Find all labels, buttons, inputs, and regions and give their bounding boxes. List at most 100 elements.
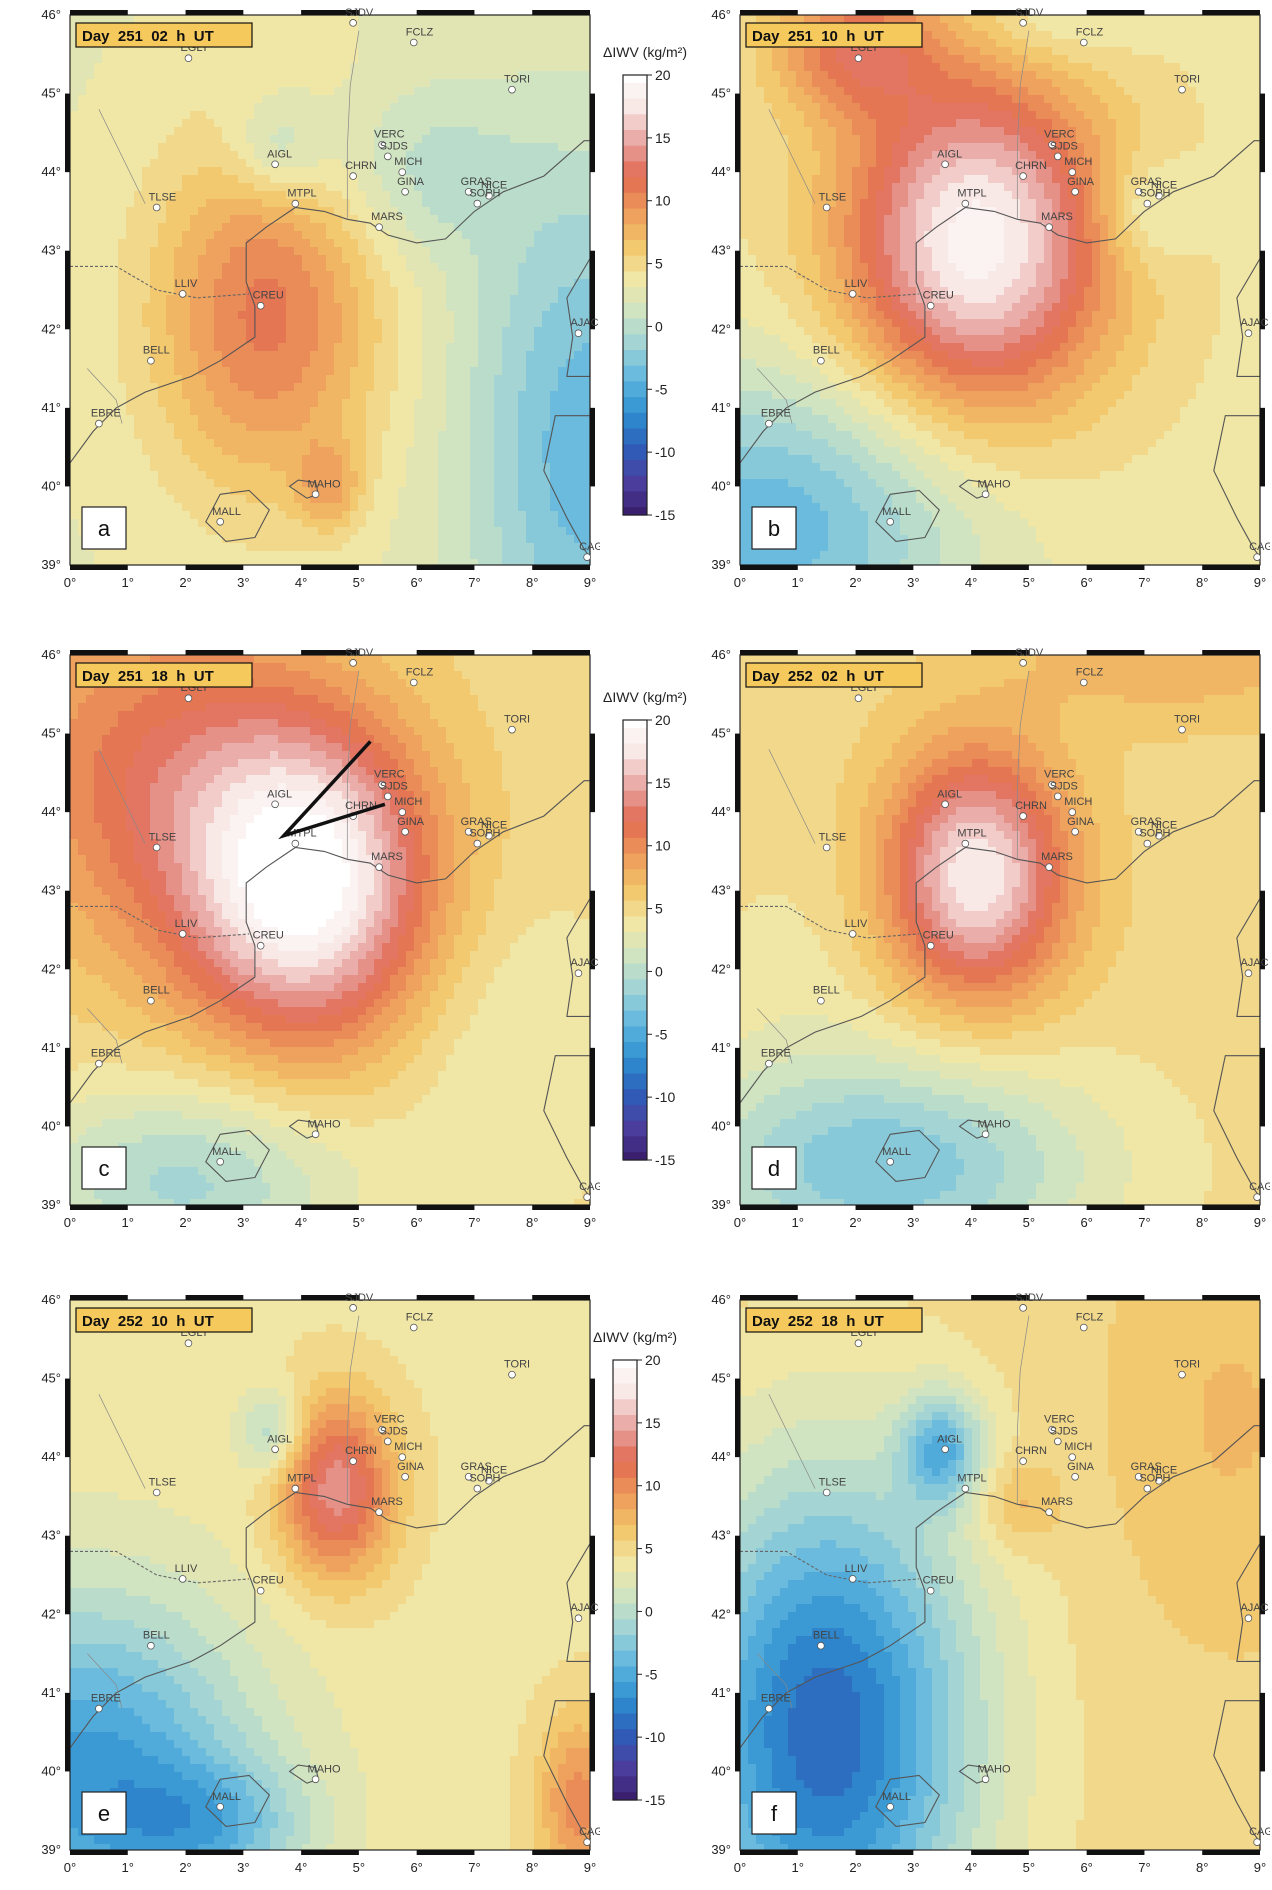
- colorbar-tick-label: 15: [645, 1415, 661, 1431]
- station-aigl: AIGL: [937, 148, 962, 169]
- map-panel-b: 0° 1° 2° 3° 4° 5° 6° 7° 8° 9° 46° 45° 44° 43° 42° 41° 40…: [690, 5, 1270, 605]
- station-marker: [95, 1059, 103, 1068]
- station-label: SJDS: [380, 140, 408, 152]
- lon-tick-label: 5°: [1023, 575, 1035, 590]
- station-mich: MICH: [394, 1441, 422, 1461]
- station-label: AIGL: [937, 1433, 962, 1445]
- station-label: AIGL: [267, 1433, 292, 1445]
- station-marker: [216, 1157, 225, 1166]
- station-creu: CREU: [253, 930, 284, 950]
- station-marker: [765, 1704, 773, 1713]
- colorbar-tick-label: 0: [655, 318, 663, 334]
- station-label: MARS: [371, 211, 403, 223]
- station-marker: [1068, 1453, 1077, 1461]
- station-marker: [178, 1575, 187, 1583]
- lon-tick-label: 5°: [353, 1860, 365, 1875]
- panel-title-text: Day 251 18 h UT: [82, 668, 214, 685]
- station-verc: VERC: [374, 769, 405, 789]
- lat-tick-label: 42°: [41, 1606, 61, 1621]
- station-aigl: AIGL: [937, 1433, 962, 1454]
- station-marker: [1053, 152, 1062, 161]
- station-marker: [961, 1484, 970, 1493]
- station-marker: [1045, 223, 1053, 231]
- station-marker: [485, 191, 493, 200]
- station-marker: [291, 839, 300, 848]
- station-label: FCLZ: [1076, 667, 1104, 679]
- lon-tick-label: 8°: [526, 1860, 538, 1875]
- station-aigl: AIGL: [267, 788, 292, 809]
- lon-tick-label: 7°: [468, 1215, 480, 1230]
- lon-tick-label: 1°: [122, 1215, 134, 1230]
- station-creu: CREU: [253, 290, 284, 310]
- station-label: GRAS: [461, 1461, 492, 1473]
- station-marker: [464, 827, 473, 836]
- station-label: MAHO: [978, 478, 1011, 490]
- station-label: EBRE: [761, 1693, 791, 1705]
- station-verc: VERC: [374, 1414, 405, 1434]
- station-nice: NICE: [481, 1465, 507, 1485]
- colorbar-tick-label: 10: [645, 1478, 661, 1494]
- station-tori: TORI: [1174, 74, 1200, 94]
- station-chrn: CHRN: [1015, 160, 1047, 180]
- lat-tick-label: 43°: [711, 1528, 731, 1543]
- lon-tick-label: 1°: [792, 1860, 804, 1875]
- colorbar-tick-label: 20: [655, 67, 671, 83]
- station-ajac: AJAC: [570, 1602, 599, 1623]
- station-marker: [216, 517, 225, 526]
- station-label: NICE: [1151, 180, 1177, 192]
- station-mars: MARS: [371, 851, 403, 871]
- station-marker: [1178, 725, 1186, 734]
- station-marker: [409, 1323, 418, 1332]
- station-tori: TORI: [504, 714, 530, 734]
- station-marker: [383, 1437, 392, 1446]
- station-label: SJDV: [1015, 1292, 1044, 1304]
- lon-tick-label: 3°: [907, 1215, 919, 1230]
- station-label: TLSE: [819, 1477, 847, 1489]
- lat-tick-label: 46°: [711, 1292, 731, 1307]
- station-label: CAGL: [579, 541, 600, 553]
- station-aigl: AIGL: [937, 788, 962, 809]
- station-mall: MALL: [882, 1791, 911, 1811]
- station-lliv: LLIV: [175, 1563, 198, 1583]
- stations: SJDVFCLZEGLTTORIAIGLVERCSJDSMICHCHRNGINA…: [761, 7, 1270, 561]
- station-marker: [184, 54, 193, 63]
- station-marker: [1071, 187, 1079, 196]
- lon-tick-label: 0°: [64, 1860, 76, 1875]
- lon-tick-label: 2°: [849, 575, 861, 590]
- station-label: MARS: [1041, 211, 1073, 223]
- lat-tick-label: 41°: [711, 400, 731, 415]
- station-marker: [854, 54, 863, 63]
- station-verc: VERC: [1044, 769, 1075, 789]
- station-label: SJDS: [1050, 140, 1078, 152]
- lon-tick-label: 4°: [295, 1860, 307, 1875]
- lon-tick-label: 0°: [734, 1860, 746, 1875]
- colorbar-tick-label: -15: [655, 507, 675, 523]
- lat-tick-label: 45°: [711, 726, 731, 741]
- station-marker: [854, 694, 863, 703]
- station-label: SJDV: [1015, 647, 1044, 659]
- iwv-map-e: 0° 1° 2° 3° 4° 5° 6° 7° 8° 9° 46° 45° 44° 43° 42° 41° 40…: [41, 1292, 600, 1875]
- station-marker: [184, 694, 193, 703]
- station-tlse: TLSE: [149, 192, 176, 212]
- station-label: MICH: [394, 796, 422, 808]
- station-marker: [1079, 38, 1088, 47]
- lat-tick-label: 39°: [41, 1197, 61, 1212]
- lat-tick-label: 46°: [41, 1292, 61, 1307]
- panel-letter-text: b: [768, 516, 780, 541]
- station-marker: [822, 843, 831, 852]
- station-marker: [941, 160, 949, 169]
- station-label: AJAC: [1240, 317, 1268, 329]
- station-marker: [765, 419, 773, 428]
- lat-tick-label: 44°: [41, 164, 61, 179]
- station-marker: [95, 419, 103, 428]
- station-marker: [375, 863, 383, 871]
- station-label: SOPH: [1139, 1473, 1170, 1485]
- station-creu: CREU: [253, 1575, 284, 1595]
- station-gina: GINA: [397, 176, 425, 196]
- station-marker: [409, 678, 418, 687]
- lat-tick-label: 40°: [711, 1118, 731, 1133]
- station-marker: [574, 329, 583, 338]
- station-label: GRAS: [1131, 816, 1162, 828]
- station-fclz: FCLZ: [1076, 667, 1104, 687]
- map-panel-a: 0° 1° 2° 3° 4° 5° 6° 7° 8° 9° 46° 45° 44° 43° 42° 41° 40…: [20, 5, 600, 605]
